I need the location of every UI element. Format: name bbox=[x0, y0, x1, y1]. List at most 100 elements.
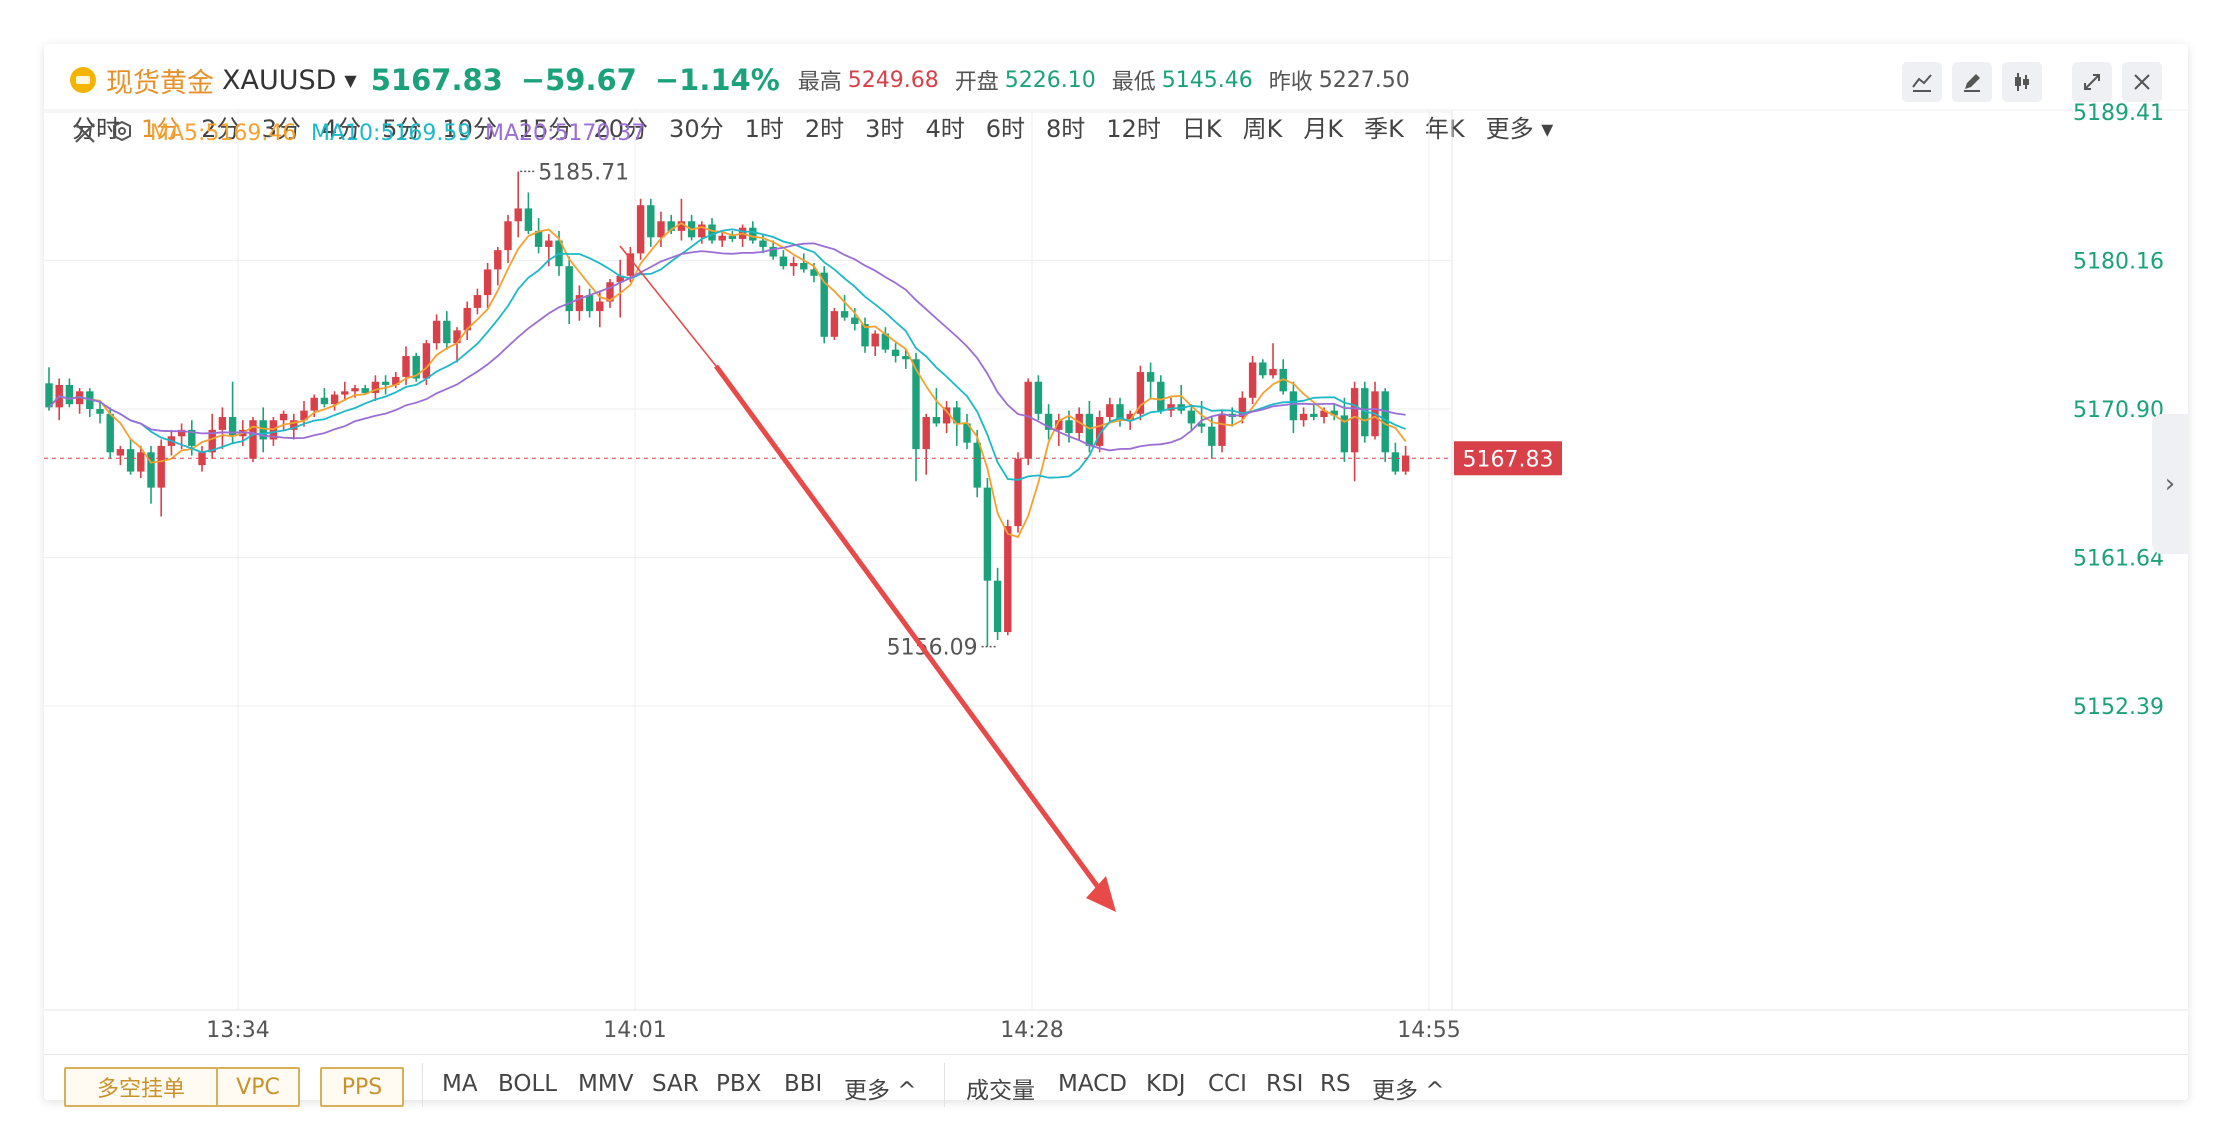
candle-body bbox=[953, 407, 961, 424]
pps-button[interactable]: PPS bbox=[320, 1067, 404, 1107]
ind-bbi[interactable]: BBI bbox=[784, 1071, 823, 1097]
y-tick-label: 5161.64 bbox=[2073, 547, 2164, 572]
ind-more-main[interactable]: 更多 ^ bbox=[844, 1078, 917, 1104]
candle-body bbox=[504, 221, 512, 251]
y-tick-label: 5189.41 bbox=[2073, 101, 2164, 126]
candle-body bbox=[1024, 381, 1032, 459]
candle-body bbox=[708, 224, 716, 241]
period-tab[interactable]: 4时 bbox=[925, 114, 965, 143]
ind-mmv[interactable]: MMV bbox=[578, 1071, 634, 1097]
candle-body bbox=[1085, 413, 1094, 446]
vpc-button[interactable]: VPC bbox=[216, 1067, 300, 1107]
candle-body bbox=[1259, 362, 1267, 376]
period-tab[interactable]: 2分 bbox=[201, 114, 241, 143]
period-tab[interactable]: 1时 bbox=[744, 114, 784, 143]
candle-body bbox=[279, 413, 288, 421]
period-tab[interactable]: 月K bbox=[1303, 114, 1344, 143]
chevron-right-icon[interactable]: › bbox=[2152, 414, 2188, 554]
candle-body bbox=[65, 384, 74, 405]
period-tab[interactable]: 2时 bbox=[804, 114, 845, 143]
stat-low-label: 最低 bbox=[1111, 70, 1156, 95]
candle-body bbox=[861, 323, 869, 347]
period-tab[interactable]: 4分 bbox=[321, 114, 362, 143]
candle-body bbox=[1136, 372, 1145, 414]
settings-icon-dot bbox=[118, 127, 126, 135]
candle-body bbox=[432, 320, 441, 344]
stat-high-value: 5249.68 bbox=[847, 67, 939, 93]
candle-body bbox=[1340, 415, 1349, 453]
candle-body bbox=[1248, 362, 1257, 398]
sub-rsi[interactable]: RSI bbox=[1266, 1071, 1304, 1097]
ma-legend-item: MA5:5169.46 bbox=[150, 121, 296, 146]
ma20-line bbox=[48, 242, 1406, 452]
candle-body bbox=[116, 449, 125, 456]
period-tab[interactable]: 5分 bbox=[382, 114, 422, 143]
close-icon[interactable] bbox=[2122, 62, 2162, 102]
ma-legend-item: MA20:5170.37 bbox=[485, 121, 645, 146]
candle-body bbox=[412, 356, 420, 379]
ind-pbx[interactable]: PBX bbox=[716, 1071, 762, 1097]
sub-kdj[interactable]: KDJ bbox=[1146, 1071, 1186, 1097]
low-marker-label: 5156.09 bbox=[887, 636, 978, 661]
candle-body bbox=[942, 407, 951, 424]
ind-ma[interactable]: MA bbox=[442, 1071, 478, 1097]
candle-body bbox=[1157, 381, 1165, 411]
period-tab[interactable]: 更多 ▾ bbox=[1485, 114, 1554, 143]
candle-body bbox=[443, 320, 451, 344]
ind-boll[interactable]: BOLL bbox=[498, 1071, 558, 1097]
candle-body bbox=[1106, 404, 1114, 418]
candle-body bbox=[371, 381, 380, 393]
settings-icon[interactable] bbox=[113, 120, 131, 142]
candle-body bbox=[575, 295, 584, 312]
period-tab[interactable]: 30分 bbox=[669, 114, 724, 143]
candle-body bbox=[1004, 526, 1012, 633]
candle-body bbox=[1065, 420, 1073, 434]
sub-rs[interactable]: RS bbox=[1320, 1071, 1351, 1097]
candle-body bbox=[667, 221, 675, 231]
draw-pen-icon[interactable] bbox=[1952, 62, 1992, 102]
collapse-icon[interactable] bbox=[2072, 62, 2112, 102]
period-tab[interactable]: 15分 bbox=[517, 114, 573, 143]
sub-macd[interactable]: MACD bbox=[1058, 1071, 1127, 1097]
candle-body bbox=[494, 250, 502, 270]
line-style-icon[interactable] bbox=[1902, 62, 1942, 102]
y-tick-label: 5152.39 bbox=[2073, 695, 2164, 720]
period-tab[interactable]: 3时 bbox=[865, 114, 905, 143]
sub-cci[interactable]: CCI bbox=[1208, 1071, 1247, 1097]
period-tab[interactable]: 20分 bbox=[593, 114, 649, 143]
period-tab[interactable]: 日K bbox=[1181, 114, 1222, 143]
indicator-bar: 多空挂单 VPC PPS MA BOLL MMV SAR PBX BBI 更多 … bbox=[44, 1054, 2188, 1107]
candle-body bbox=[1014, 458, 1022, 527]
candle-body bbox=[1095, 417, 1104, 446]
candle-body bbox=[1289, 391, 1298, 421]
period-tab[interactable]: 8时 bbox=[1046, 114, 1086, 143]
candle-body bbox=[932, 417, 941, 424]
period-tab[interactable]: 12时 bbox=[1106, 114, 1161, 143]
period-tab[interactable]: 3分 bbox=[261, 114, 301, 143]
candle-body bbox=[891, 349, 900, 357]
footer-divider bbox=[422, 1063, 423, 1107]
chevron-down-icon[interactable]: ▼ bbox=[344, 70, 357, 90]
ind-sar[interactable]: SAR bbox=[652, 1071, 699, 1097]
period-tab[interactable]: 年K bbox=[1424, 114, 1465, 143]
instrument-symbol[interactable]: XAUUSD bbox=[222, 64, 337, 96]
candle-body bbox=[596, 301, 604, 312]
candle-body bbox=[657, 221, 665, 238]
candle-type-icon[interactable] bbox=[2002, 62, 2042, 102]
candle-body bbox=[881, 333, 890, 350]
period-tab[interactable]: 1分 bbox=[141, 114, 181, 143]
ma-legend: MA5:5169.46 MA10:5169.59 MA20:5170.37 bbox=[75, 120, 645, 146]
footer-divider bbox=[944, 1063, 945, 1107]
close-icon[interactable] bbox=[75, 123, 95, 143]
sub-more[interactable]: 更多 ^ bbox=[1372, 1078, 1445, 1104]
period-tab[interactable]: 季K bbox=[1364, 114, 1404, 143]
period-tab[interactable]: 6时 bbox=[985, 114, 1025, 143]
y-tick-label: 5180.16 bbox=[2073, 249, 2164, 274]
period-tab[interactable]: 10分 bbox=[442, 114, 497, 143]
candlestick-chart[interactable]: 5167.83 5185.71 5156.09 MA5:5169.46 MA10:516… bbox=[44, 44, 2188, 1054]
candle-body bbox=[1146, 372, 1155, 382]
ma-legend-item: MA10:5169.59 bbox=[311, 121, 471, 146]
order-book-button[interactable]: 多空挂单 bbox=[64, 1067, 218, 1107]
period-tab[interactable]: 周K bbox=[1242, 114, 1283, 143]
sub-volume[interactable]: 成交量 bbox=[966, 1078, 1035, 1104]
